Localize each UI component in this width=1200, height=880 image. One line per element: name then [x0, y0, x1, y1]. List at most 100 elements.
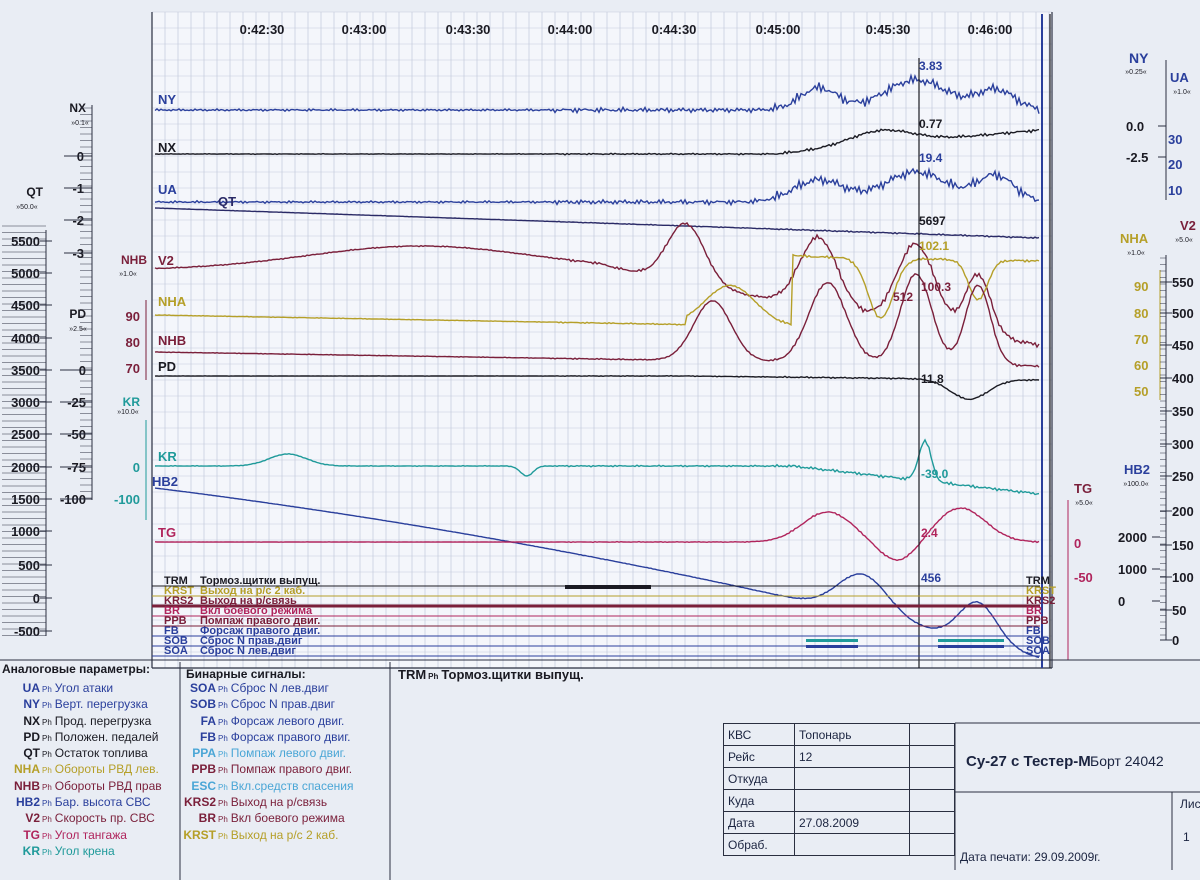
legend-row: UA Ph Угол атаки: [0, 681, 162, 697]
legend-label: Выход на р/связь: [230, 795, 328, 810]
legend-ph: Ph: [218, 733, 228, 743]
left-axis-qt-tick: 0: [33, 591, 40, 606]
legend-row: FA Ph Форсаж левого двиг.: [168, 714, 354, 730]
legend-code: NHB: [14, 778, 40, 793]
cursor-value: 512: [893, 290, 913, 304]
series-name-nhb: NHB: [158, 333, 186, 348]
legend-code: NX: [23, 713, 40, 728]
series-line-nha: [154, 253, 1040, 326]
info-key: Откуда: [723, 767, 795, 790]
legend-label: Остаток топлива: [54, 746, 148, 761]
info-row: Куда: [723, 789, 955, 812]
binary-row-code-right: FB: [1026, 625, 1041, 637]
legend-ph: Ph: [218, 766, 228, 776]
legend-ph: Ph: [218, 685, 228, 694]
right-axis-ua-tick: 20: [1168, 157, 1182, 172]
right-axis-ny-name: NY: [1129, 50, 1149, 66]
legend-row: SOA Ph Сброс N лев.двиг: [168, 681, 354, 697]
info-value: 12: [794, 745, 910, 768]
time-tick-label: 0:45:00: [756, 22, 801, 37]
info-value: [794, 833, 910, 856]
info-value: Топонарь: [794, 723, 910, 746]
info-table: КВС Топонарь Рейс 12 Откуда Куда Дата 27.08.200…: [723, 723, 955, 856]
series-line-hb2: [154, 487, 1040, 659]
sheet-number: 1: [1183, 830, 1190, 844]
left-axis-nx-name: NX: [69, 101, 86, 115]
legend-ph: Ph: [218, 701, 228, 711]
legend-row: KR Ph Угол крена: [0, 844, 162, 860]
right-axis-v2-tick: 550: [1172, 275, 1194, 290]
series-name-pd: PD: [158, 359, 176, 374]
binary-row-code: SOA: [164, 645, 188, 657]
binary-row-label: Тормоз.щитки выпущ.: [200, 575, 320, 587]
right-axis-tg-tick: -50: [1074, 570, 1093, 585]
series-line-ua: [154, 166, 1040, 207]
legend-label: Сброс N прав.двиг: [230, 697, 336, 712]
right-axis-nha-name: NHA: [1120, 231, 1149, 246]
cursor-value: 5697: [919, 214, 946, 228]
right-axis-hb2-tick: 0: [1118, 594, 1125, 609]
series-line-kr: [154, 438, 1040, 496]
cursor-value: 456: [921, 571, 941, 585]
time-tick-label: 0:43:00: [342, 22, 387, 37]
legend-code: KR: [22, 843, 40, 858]
right-axis-v2-tick: 0: [1172, 633, 1179, 648]
legend-code: PPB: [191, 762, 216, 777]
binary-row-label: Выход на р/с 2 каб.: [200, 585, 305, 597]
board-number: Борт 24042: [1090, 753, 1164, 769]
right-axis-tg-scale: »5.0«: [1075, 500, 1093, 507]
left-axis-nhb-tick: 90: [126, 309, 140, 324]
left-axis-qt-tick: 500: [18, 558, 40, 573]
info-extra: [909, 767, 955, 790]
legend-code: PPA: [192, 746, 216, 761]
right-axis-nha-tick: 60: [1134, 358, 1148, 373]
right-axis-hb2-scale: »100.0«: [1123, 481, 1148, 488]
series-line-nhb: [154, 272, 1040, 368]
legend-ph: Ph: [42, 733, 52, 743]
sob-active-bar-1: [806, 645, 858, 648]
right-axis-v2-tick: 450: [1172, 338, 1194, 353]
series-line-v2: [154, 222, 1040, 349]
legend-ph: Ph: [42, 750, 52, 760]
right-axis-ny-scale: »0.25«: [1125, 69, 1147, 76]
series-line-ny: [154, 73, 1040, 115]
binary-row-label: Сброс N лев.двиг: [200, 645, 296, 657]
info-key: Куда: [723, 789, 795, 812]
binary-row-code-right: KRS2: [1026, 595, 1055, 607]
left-axis-qt-tick: 2500: [11, 427, 40, 442]
binary-row-code-right: KRST: [1026, 585, 1056, 597]
legend-code: SOB: [189, 697, 216, 712]
binary-row-label: Помпаж правого двиг.: [200, 615, 320, 627]
legend-ph: Ph: [218, 782, 228, 792]
print-date: Дата печати: 29.09.2009г.: [960, 850, 1101, 864]
analog-legend-title: Аналоговые параметры:: [2, 662, 150, 676]
series-name-hb2: HB2: [152, 474, 178, 489]
legend-code: QT: [23, 746, 40, 761]
legend-row: BR Ph Вкл боевого режима: [168, 811, 354, 827]
info-extra: [909, 745, 955, 768]
left-axis-qt-tick: 4000: [11, 331, 40, 346]
info-value: [794, 767, 910, 790]
legend-row: NY Ph Верт. перегрузка: [0, 697, 162, 713]
cursor-value: 0.77: [919, 117, 943, 131]
info-row: Откуда: [723, 767, 955, 790]
right-axis-v2-tick: 350: [1172, 404, 1194, 419]
legend-label: Угол крена: [54, 843, 115, 858]
legend-ph: Ph: [218, 831, 228, 841]
aircraft-title: Су-27 с Тестер-М: [966, 753, 1091, 770]
legend-row: KRST Ph Выход на р/с 2 каб.: [168, 828, 354, 844]
right-axis-tg-tick: 0: [1074, 536, 1081, 551]
right-axis-v2-tick: 400: [1172, 371, 1194, 386]
legend-ph: Ph: [42, 766, 52, 776]
right-axis-v2-name: V2: [1180, 218, 1196, 233]
cursor-value: 102.1: [919, 239, 949, 253]
legend-label: Обороты РВД лев.: [54, 762, 159, 777]
binary-row-code-right: TRM: [1026, 575, 1050, 587]
series-line-tg: [154, 507, 1040, 562]
legend-ph: Ph: [218, 815, 228, 825]
sheet-label: Лис: [1180, 797, 1200, 811]
legend-ph: Ph: [218, 799, 228, 809]
legend-label: Вкл.средств спасения: [230, 778, 354, 793]
info-extra: [909, 811, 955, 834]
left-axis-qt-tick: 4500: [11, 298, 40, 313]
